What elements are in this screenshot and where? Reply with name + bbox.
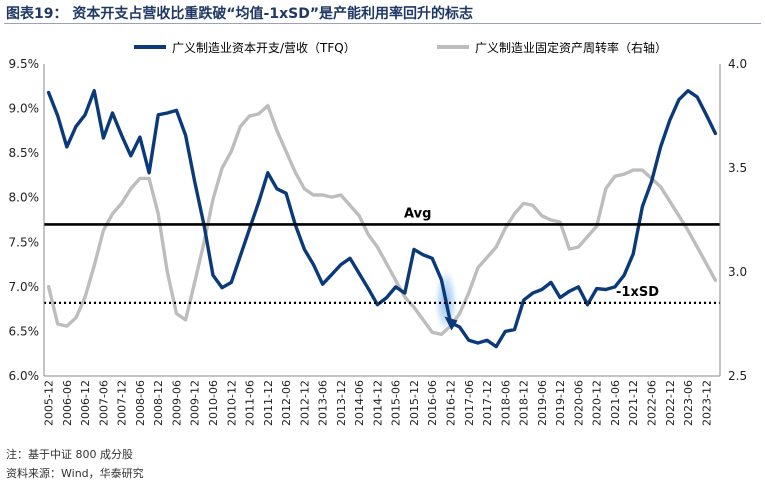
y-left-tick-label: 7.0%: [9, 280, 40, 294]
line-chart: 广义制造业资本开支/营收（TFQ） 广义制造业固定资产周转率（右轴） Avg -1…: [9, 40, 748, 426]
x-tick-label: 2020-06: [572, 380, 585, 426]
x-tick-label: 2014-12: [371, 380, 384, 426]
x-tick-label: 2022-06: [646, 380, 659, 426]
x-tick-label: 2023-06: [682, 380, 695, 426]
figure-title: 图表19： 资本开支占营收比重跌破“均值-1xSD”是产能利用率回升的标志: [6, 6, 474, 22]
x-tick-label: 2008-06: [134, 380, 147, 426]
x-tick-label: 2017-12: [481, 380, 494, 426]
x-tick-label: 2010-12: [225, 380, 238, 426]
x-tick-label: 2005-12: [43, 380, 56, 426]
x-tick-label: 2009-12: [189, 380, 202, 426]
series-line-capex: [46, 88, 718, 349]
x-tick-label: 2008-12: [152, 380, 165, 426]
title-divider: [4, 23, 761, 24]
x-tick-label: 2014-06: [353, 380, 366, 426]
x-tick-label: 2015-12: [408, 380, 421, 426]
y-right-tick-label: 2.5: [728, 369, 747, 383]
x-tick-label: 2009-06: [171, 380, 184, 426]
y-right-tick-label: 3.0: [728, 265, 747, 279]
x-tick-label: 2011-12: [262, 380, 275, 426]
footnote: 注：基于中证 800 成分股: [6, 448, 133, 461]
x-tick-label: 2018-06: [499, 380, 512, 426]
x-tick-label: 2010-06: [207, 380, 220, 426]
legend-label-capex: 广义制造业资本开支/营收（TFQ）: [172, 41, 356, 55]
y-left-tick-label: 8.5%: [9, 146, 40, 160]
x-tick-label: 2019-06: [536, 380, 549, 426]
highlight-marker: [444, 316, 458, 331]
y-left-tick-label: 7.5%: [9, 235, 40, 249]
x-tick-label: 2006-12: [79, 380, 92, 426]
x-tick-label: 2012-12: [298, 380, 311, 426]
x-tick-label: 2017-06: [463, 380, 476, 426]
x-tick-label: 2021-12: [627, 380, 640, 426]
x-tick-label: 2019-12: [554, 380, 567, 426]
x-tick-label: 2007-12: [116, 380, 129, 426]
y-left-tick-label: 6.0%: [9, 369, 40, 383]
x-tick-label: 2022-12: [664, 380, 677, 426]
x-tick-label: 2007-06: [97, 380, 110, 426]
x-tick-label: 2013-12: [335, 380, 348, 426]
y-right-tick-label: 4.0: [728, 57, 747, 71]
y-left-tick-label: 6.5%: [9, 324, 40, 338]
x-tick-label: 2018-12: [518, 380, 531, 426]
x-tick-label: 2006-06: [61, 380, 74, 426]
x-tick-label: 2023-12: [700, 380, 713, 426]
y-left-tick-label: 9.0%: [9, 102, 40, 116]
x-tick-label: 2013-06: [317, 380, 330, 426]
x-tick-label: 2012-06: [280, 380, 293, 426]
legend-label-turnover: 广义制造业固定资产周转率（右轴）: [475, 40, 667, 55]
x-tick-label: 2011-06: [244, 380, 257, 426]
x-tick-label: 2016-06: [426, 380, 439, 426]
reference-label-avg: Avg: [404, 206, 431, 221]
y-right-tick-label: 3.5: [728, 161, 747, 175]
x-tick-label: 2020-12: [591, 380, 604, 426]
x-tick-label: 2015-06: [390, 380, 403, 426]
x-tick-label: 2021-06: [609, 380, 622, 426]
reference-label-minus-1sd: -1xSD: [616, 285, 659, 300]
x-tick-label: 2016-12: [445, 380, 458, 426]
source-note: 资料来源：Wind，华泰研究: [6, 467, 144, 480]
y-left-tick-label: 8.0%: [9, 191, 40, 205]
y-left-tick-label: 9.5%: [9, 57, 40, 71]
chart-legend: 广义制造业资本开支/营收（TFQ） 广义制造业固定资产周转率（右轴）: [134, 40, 667, 55]
